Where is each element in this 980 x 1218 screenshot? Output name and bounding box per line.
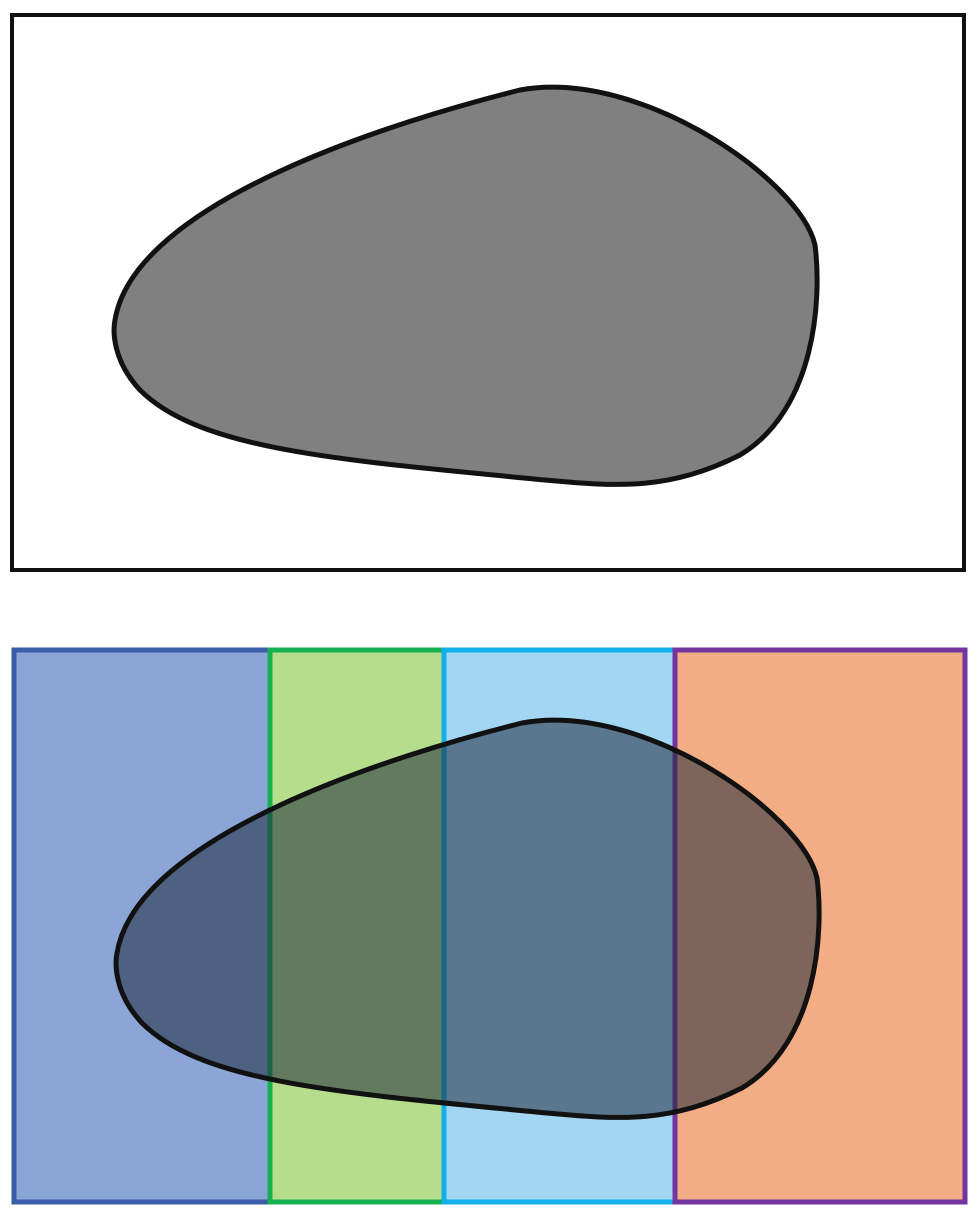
top-panel xyxy=(10,13,966,572)
bottom-panel xyxy=(11,647,968,1205)
